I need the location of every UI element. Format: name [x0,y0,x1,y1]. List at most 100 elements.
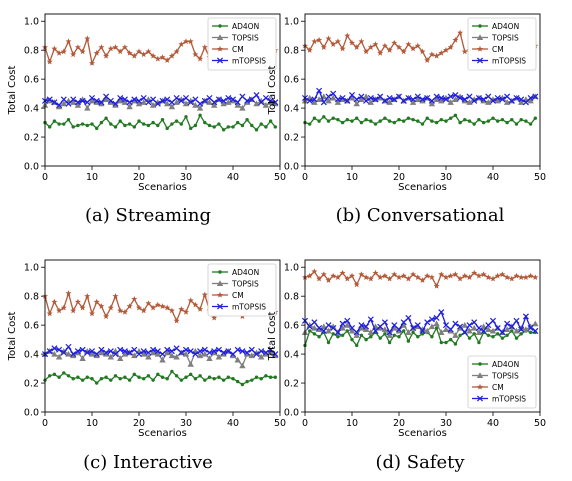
point-mtopsis [447,93,454,100]
point-cm [339,269,346,276]
point-mtopsis [112,351,119,358]
point-ad4on [160,375,165,379]
point-cm [372,269,379,276]
point-cm [187,297,194,304]
legend-label: TOPSIS [231,33,259,42]
point-mtopsis [391,96,398,103]
legend-marker [476,395,484,402]
point-ad4on [416,119,420,123]
point-ad4on [430,119,434,123]
point-ad4on [160,117,165,122]
x-tick-label: 40 [487,172,499,183]
point-mtopsis [178,97,185,104]
point-mtopsis [391,322,398,329]
point-cm [178,41,185,47]
point-ad4on [439,117,443,122]
point-cm [79,48,86,55]
point-ad4on [245,379,249,384]
point-mtopsis [65,343,72,350]
point-topsis [70,99,77,105]
point-topsis [258,97,265,104]
point-topsis [334,99,342,105]
point-ad4on [66,117,71,122]
point-ad4on [477,117,481,122]
point-topsis [353,100,360,107]
point-topsis [220,350,227,357]
point-mtopsis [239,348,246,355]
point-topsis [173,353,180,360]
point-ad4on [378,336,382,340]
point-ad4on [132,125,136,129]
point-cm [140,307,147,314]
point-mtopsis [135,351,143,358]
point-ad4on [312,116,317,120]
point-mtopsis [248,96,255,103]
point-mtopsis [395,93,403,100]
point-topsis [452,96,459,102]
x-tick-label: 40 [227,418,239,429]
point-ad4on [250,378,254,382]
point-mtopsis [253,351,260,358]
point-topsis [325,97,332,104]
point-ad4on [48,374,52,378]
point-mtopsis [234,99,241,106]
x-tick-label: 50 [274,418,286,429]
point-cm [60,304,67,311]
point-topsis [131,352,138,359]
point-mtopsis [334,96,341,103]
point-topsis [239,104,246,111]
point-cm [363,274,370,280]
x-tick-label: 30 [440,418,452,429]
point-ad4on [369,335,373,339]
point-mtopsis [229,96,237,103]
point-mtopsis [386,94,393,101]
point-mtopsis [353,96,360,103]
legend-marker [478,24,482,28]
point-mtopsis [51,345,58,352]
point-cm [358,38,365,45]
point-topsis [320,323,327,330]
legend-label: TOPSIS [231,279,259,288]
x-tick-label: 50 [534,418,546,429]
point-mtopsis [452,92,459,99]
point-cm [320,44,327,50]
point-cm [377,274,384,280]
x-axis-label: Scenarios [398,428,447,439]
point-mtopsis [504,93,511,100]
point-topsis [461,97,468,104]
point-ad4on [268,119,273,123]
point-topsis [262,350,270,357]
point-mtopsis [173,345,180,352]
point-mtopsis [508,323,515,330]
point-cm [504,274,511,280]
point-mtopsis [311,319,318,326]
legend-label: AD4ON [232,268,259,277]
point-cm [381,42,388,49]
point-ad4on [411,330,415,335]
y-tick-label: 0.6 [24,321,39,332]
point-ad4on [99,377,104,381]
point-mtopsis [140,348,147,355]
point-cm [349,272,355,279]
point-mtopsis [489,97,497,104]
point-topsis [234,102,241,108]
legend-marker [216,303,224,310]
legend: AD4ON TOPSIS CM mTOPSIS [207,17,277,71]
point-ad4on [519,117,523,122]
point-cm [400,48,407,55]
point-mtopsis [272,99,279,106]
point-ad4on [416,335,420,339]
point-ad4on [472,122,476,126]
point-cm [178,306,185,312]
point-topsis [168,352,176,359]
point-cm [159,303,166,309]
point-mtopsis [442,96,450,103]
legend: AD4ON TOPSIS CM mTOPSIS [207,263,277,317]
x-tick-label: 30 [440,172,452,183]
point-cm [197,55,204,62]
legend-marker [216,34,224,41]
point-topsis [419,97,426,104]
point-mtopsis [405,314,412,321]
point-cm [349,39,355,46]
point-mtopsis [518,96,525,103]
